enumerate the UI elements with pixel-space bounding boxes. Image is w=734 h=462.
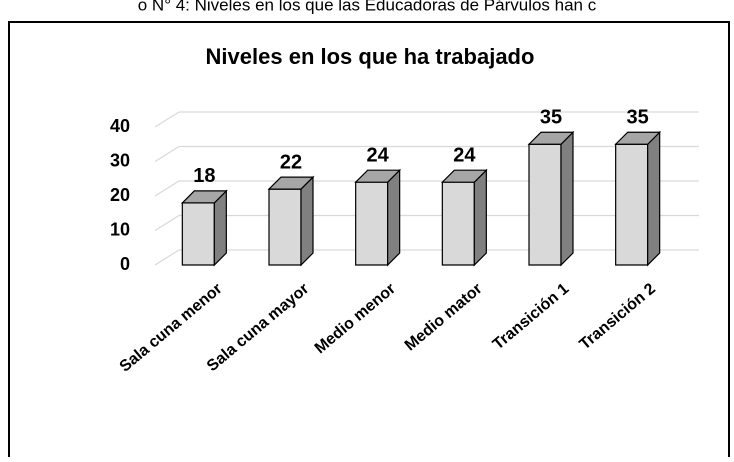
bar-front (181, 202, 215, 266)
y-tick-label: 30 (110, 150, 130, 170)
bar-top (527, 131, 575, 145)
grid-line (154, 180, 699, 197)
bar-top (180, 190, 228, 204)
grid-line (154, 249, 699, 266)
bar-top (354, 169, 402, 183)
x-tick-label: Transición 1 (490, 280, 573, 353)
x-tick-label: Transición 2 (576, 280, 659, 353)
chart-title: Niveles en los que ha trabajado (206, 44, 535, 69)
bar-front (268, 188, 302, 266)
bar-top (614, 131, 662, 145)
bar-front (355, 181, 389, 266)
grid-line (154, 145, 699, 163)
bar-front (615, 143, 649, 266)
bar (180, 189, 228, 267)
x-tick-label: Medio menor (312, 280, 399, 357)
x-tick-label: Medio mator (402, 280, 486, 354)
caption: o N° 4: Niveles en los que las Educadora… (138, 0, 597, 14)
data-label: 18 (193, 165, 215, 187)
bar-side (560, 130, 574, 267)
bar-side (213, 189, 227, 267)
bar-front (528, 143, 562, 266)
chart-frame (8, 21, 730, 462)
data-label: 35 (627, 107, 649, 129)
grid-line (154, 214, 699, 232)
y-tick-label: 20 (110, 185, 130, 205)
bar-side (387, 168, 401, 267)
bar (614, 130, 662, 267)
bar-front (441, 181, 475, 266)
bar-side (647, 130, 661, 267)
bar (527, 130, 575, 267)
data-label: 22 (280, 151, 302, 173)
bar-top (440, 169, 488, 183)
bar (440, 168, 488, 267)
data-label: 24 (367, 144, 390, 166)
data-label: 24 (453, 144, 476, 166)
data-label: 35 (540, 107, 562, 129)
bar (267, 175, 315, 267)
y-tick-label: 0 (120, 254, 130, 274)
grid-line (154, 111, 699, 128)
bar-top (267, 176, 315, 190)
bar-side (300, 175, 314, 267)
y-tick-label: 40 (110, 116, 130, 136)
bar-side (473, 168, 487, 267)
y-tick-label: 10 (110, 219, 130, 239)
bar (354, 168, 402, 267)
